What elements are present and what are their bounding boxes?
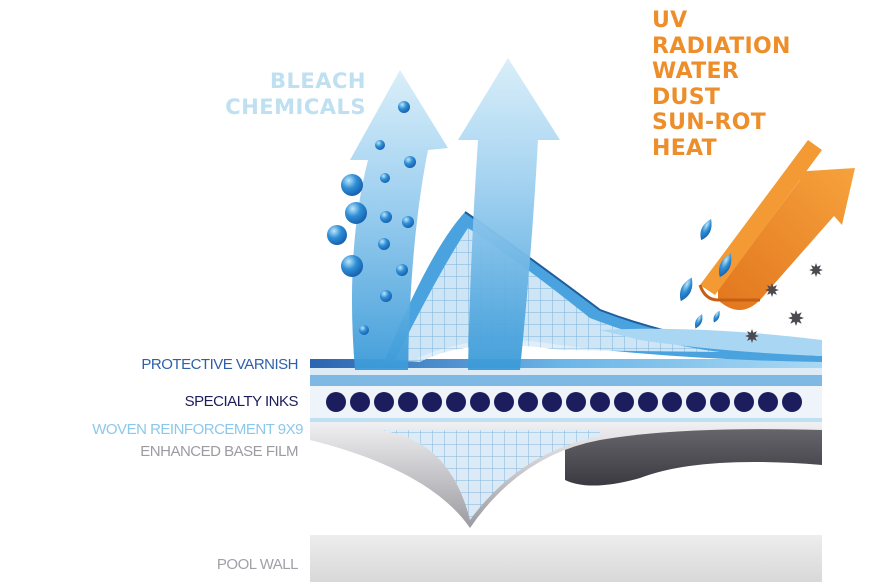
environmental-threats-heading: UV RADIATION WATER DUST SUN-ROT HEAT: [652, 8, 791, 161]
chemicals-line: CHEMICALS: [225, 95, 366, 119]
threat-dust: DUST: [652, 84, 721, 110]
water-drop: [718, 253, 732, 278]
ink-dot: [686, 392, 706, 412]
pool-wall-label: POOL WALL: [216, 556, 299, 573]
base-film-underside: [565, 422, 822, 486]
dust-particle-icon: [745, 263, 823, 343]
bubble: [341, 255, 363, 277]
ink-dot: [374, 392, 394, 412]
orange-deflect-arrow-icon: [698, 140, 855, 310]
ink-dot: [734, 392, 754, 412]
threat-water: WATER: [652, 59, 740, 84]
dust-particle: [765, 283, 779, 297]
water-drop: [679, 277, 693, 302]
specialty-inks-label: SPECIALTY INKS: [184, 393, 299, 410]
bubble: [380, 290, 392, 302]
dust-particle: [745, 329, 759, 343]
woven-reinforcement-band: [310, 416, 822, 422]
ink-dot: [758, 392, 778, 412]
bubble: [345, 202, 367, 224]
bubble: [378, 238, 390, 250]
bubble: [380, 211, 392, 223]
water-drop-icon: [327, 101, 732, 335]
ink-dot: [470, 392, 490, 412]
ink-dot: [782, 392, 802, 412]
bubble: [375, 140, 385, 150]
threat-heat: HEAT: [652, 135, 717, 161]
ink-dot: [422, 392, 442, 412]
protective-varnish-label: PROTECTIVE VARNISH: [141, 356, 298, 373]
bubble: [380, 173, 390, 183]
bleach-chemicals-heading: BLEACH CHEMICALS: [225, 68, 366, 120]
ink-dot: [638, 392, 658, 412]
ink-dot: [326, 392, 346, 412]
woven-reinforcement-mesh: [380, 430, 600, 520]
bubble: [402, 216, 414, 228]
ink-dot: [590, 392, 610, 412]
bubble: [359, 325, 369, 335]
ink-dot: [446, 392, 466, 412]
bubble: [404, 156, 416, 168]
enhanced-base-film-label: ENHANCED BASE FILM: [140, 443, 298, 460]
ink-dot: [518, 392, 538, 412]
threat-uv: UV: [652, 8, 688, 33]
ink-dot: [710, 392, 730, 412]
bubble: [341, 174, 363, 196]
water-drop: [700, 218, 712, 241]
water-drop: [713, 310, 720, 323]
ink-dot: [614, 392, 634, 412]
ink-dot: [398, 392, 418, 412]
bubble: [327, 225, 347, 245]
threat-sun-rot: SUN-ROT: [652, 110, 767, 135]
dust-particle: [809, 263, 823, 277]
ink-dot: [350, 392, 370, 412]
woven-reinforcement-label: WOVEN REINFORCEMENT 9X9: [92, 421, 303, 438]
threat-radiation: RADIATION: [652, 33, 791, 59]
bleach-line: BLEACH: [270, 69, 366, 93]
bubble: [396, 264, 408, 276]
bubble: [398, 101, 410, 113]
pool-wall-slab: [310, 535, 822, 582]
dust-particle: [788, 310, 804, 326]
ink-dot: [542, 392, 562, 412]
water-drop: [694, 314, 703, 329]
ink-dot: [494, 392, 514, 412]
specialty-inks-band: [310, 386, 822, 418]
ink-dot: [662, 392, 682, 412]
up-arrow-icon: [350, 58, 560, 370]
protective-varnish-band: [310, 359, 822, 386]
ink-dots: [326, 392, 802, 412]
ink-dot: [566, 392, 586, 412]
